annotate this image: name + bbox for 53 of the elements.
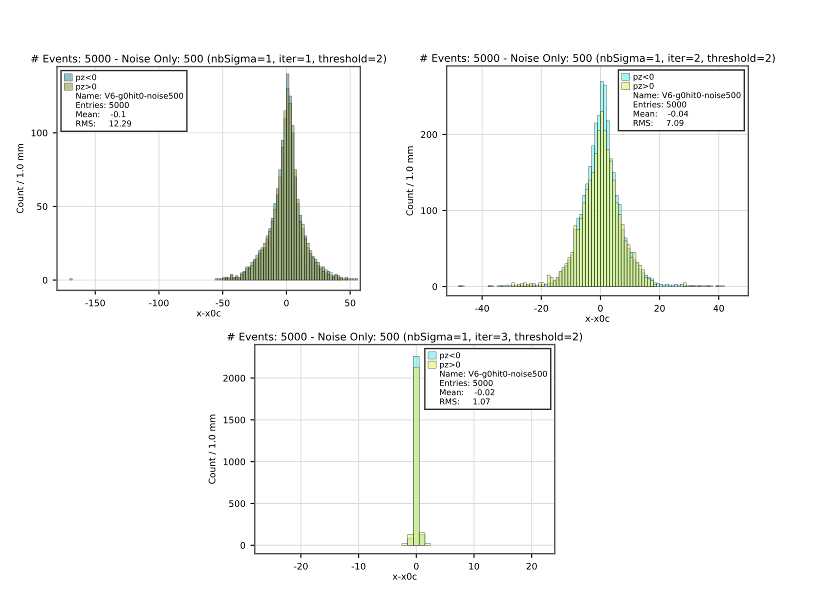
x-tick-label: -20 xyxy=(294,562,308,570)
y-tick-label: 500 xyxy=(229,500,246,508)
legend-label: pz>0 xyxy=(634,82,654,91)
x-tick-label: 0 xyxy=(414,562,419,570)
annotation: Mean: -0.02 xyxy=(440,389,494,396)
annotation: Name: V6-g0hit0-noise500 xyxy=(440,370,547,378)
annotation: Name: V6-g0hit0-noise500 xyxy=(634,92,741,100)
y-tick-label: 1500 xyxy=(224,416,246,424)
y-tick-label: 50 xyxy=(37,203,48,210)
x-tick-label: 0 xyxy=(284,300,289,306)
y-tick-label: 1000 xyxy=(224,458,246,466)
y-tick-label: 100 xyxy=(421,207,438,214)
chart-title: # Events: 5000 - Noise Only: 500 (nbSigma=1, iter=1, threshold=2) xyxy=(31,54,386,65)
annotation: Entries: 5000 xyxy=(440,380,493,386)
x-tick-label: 20 xyxy=(526,562,537,570)
chart-title: # Events: 5000 - Noise Only: 500 (nbSigma=1, iter=2, threshold=2) xyxy=(420,54,775,64)
y-tick-label: 2000 xyxy=(223,374,246,382)
x-tick-label: 40 xyxy=(713,304,724,312)
x-tick-label: 0 xyxy=(598,304,603,312)
y-axis-title: Count / 1.0 mm xyxy=(16,144,24,214)
annotation: Mean: -0.1 xyxy=(76,111,126,118)
annotation: RMS: 12.29 xyxy=(76,120,132,127)
y-tick-label: 200 xyxy=(421,131,438,138)
x-tick-label: -150 xyxy=(85,300,105,306)
legend-label: pz>0 xyxy=(440,361,460,370)
x-tick-label: 20 xyxy=(654,304,665,312)
x-axis-title: x-x0c xyxy=(392,572,417,580)
legend-label: pz<0 xyxy=(76,74,96,82)
y-tick-label: 0 xyxy=(240,542,246,549)
legend-label: pz<0 xyxy=(440,352,460,360)
annotation: Name: V6-g0hit0-noise500 xyxy=(76,92,184,100)
chart-title: # Events: 5000 - Noise Only: 500 (nbSigma=1, iter=3, threshold=2) xyxy=(227,332,582,343)
x-tick-label: 50 xyxy=(345,300,356,306)
x-tick-label: -20 xyxy=(534,304,548,312)
x-axis-title: x-x0c xyxy=(585,314,610,322)
y-axis-title: Count / 1.0 mm xyxy=(208,414,216,484)
x-tick-label: -40 xyxy=(475,304,489,312)
legend-label: pz>0 xyxy=(76,83,96,92)
annotation: RMS: 1.07 xyxy=(440,398,490,405)
annotation: Mean: -0.04 xyxy=(634,110,688,117)
y-axis-title: Count / 1.0 mm xyxy=(406,146,414,216)
annotation: Entries: 5000 xyxy=(76,102,129,108)
legend-label: pz<0 xyxy=(634,74,654,82)
x-tick-label: -10 xyxy=(352,562,366,570)
y-tick-label: 0 xyxy=(42,276,48,284)
x-tick-label: 10 xyxy=(469,562,480,570)
y-tick-label: 100 xyxy=(32,130,48,136)
annotation: RMS: 7.09 xyxy=(634,120,684,126)
x-axis-title: x-x0c xyxy=(196,310,220,317)
annotation: Entries: 5000 xyxy=(634,101,686,108)
x-tick-label: -50 xyxy=(216,300,230,306)
x-tick-label: -100 xyxy=(149,300,169,306)
y-tick-label: 0 xyxy=(432,283,438,290)
